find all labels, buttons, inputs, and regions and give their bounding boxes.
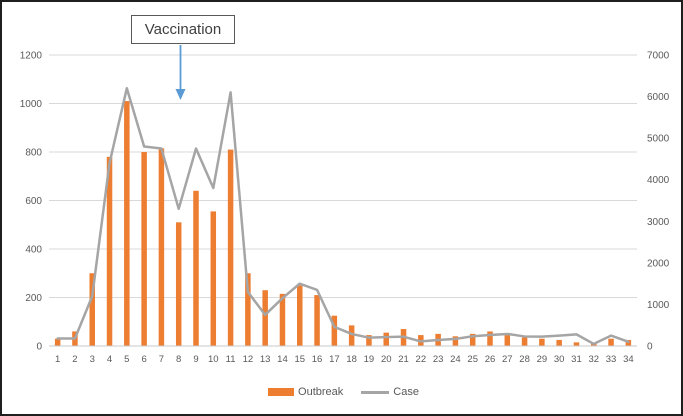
outbreak-bar (348, 325, 355, 346)
outbreak-bar (210, 211, 217, 346)
x-axis-category-label: 4 (107, 354, 112, 365)
outbreak-bar (469, 333, 476, 346)
legend-item-case: Case (361, 385, 419, 398)
right-axis-tick-label: 0 (647, 342, 653, 353)
case-line-swatch-icon (361, 390, 390, 394)
x-axis-category-label: 21 (398, 354, 409, 365)
x-axis-category-label: 32 (588, 354, 599, 365)
right-axis-tick-label: 5000 (647, 134, 670, 145)
legend-item-outbreak: Outbreak (268, 385, 344, 398)
outbreak-bar (227, 149, 234, 346)
outbreak-bar (89, 273, 95, 346)
legend-label-outbreak: Outbreak (298, 385, 344, 398)
x-axis-category-label: 14 (277, 354, 288, 365)
x-axis-category-label: 24 (450, 354, 461, 365)
left-axis-tick-label: 800 (25, 148, 42, 159)
outbreak-bar (383, 332, 389, 346)
outbreak-bar (54, 338, 61, 346)
x-axis-category-label: 10 (208, 354, 219, 365)
right-axis-tick-label: 6000 (647, 92, 670, 103)
outbreak-bar (452, 336, 459, 346)
outbreak-bar-swatch-icon (268, 388, 295, 396)
outbreak-bar (331, 315, 338, 346)
vaccination-arrow-icon (175, 45, 186, 100)
case-line (56, 87, 630, 346)
x-axis-category-label: 1 (55, 354, 60, 365)
x-axis-category-label: 8 (176, 354, 181, 365)
x-axis-category-label: 27 (502, 354, 513, 365)
outbreak-bar (245, 273, 251, 346)
right-axis-tick-label: 7000 (647, 51, 670, 62)
outbreak-bar (262, 290, 268, 346)
x-axis-category-label: 16 (312, 354, 323, 365)
x-axis-category-label: 34 (623, 354, 634, 365)
left-axis-tick-label: 600 (25, 196, 42, 207)
left-axis-tick-label: 1200 (20, 51, 43, 62)
left-axis-tick-label: 200 (25, 293, 42, 304)
x-axis-category-label: 19 (364, 354, 375, 365)
outbreak-bar (106, 156, 113, 346)
outbreak-bar (556, 339, 562, 346)
outbreak-bar (573, 342, 580, 346)
outbreak-bar (608, 338, 614, 346)
x-axis-category-label: 29 (537, 354, 548, 365)
outbreak-bar (175, 222, 182, 346)
x-axis-category-label: 7 (159, 354, 164, 365)
outbreak-bar (539, 338, 545, 346)
x-axis-category-label: 3 (90, 354, 95, 365)
x-axis-category-label: 31 (571, 354, 582, 365)
x-axis-category-label: 9 (193, 354, 198, 365)
x-axis-category-label: 28 (519, 354, 530, 365)
left-axis-tick-label: 400 (25, 245, 42, 256)
x-axis-category-label: 25 (467, 354, 478, 365)
outbreak-bar (124, 101, 130, 346)
x-axis-category-label: 2 (72, 354, 77, 365)
x-axis-category-label: 20 (381, 354, 392, 365)
left-axis-tick-label: 1000 (20, 99, 43, 110)
outbreak-bar (141, 152, 147, 346)
x-axis-category-label: 26 (485, 354, 496, 365)
outbreak-bar (487, 331, 493, 346)
right-axis-tick-label: 1000 (647, 300, 670, 311)
outbreak-bar (297, 285, 303, 346)
outbreak-bar (158, 148, 165, 346)
x-axis-category-label: 5 (124, 354, 129, 365)
x-axis-category-label: 23 (433, 354, 444, 365)
x-axis-category-label: 33 (606, 354, 617, 365)
outbreak-bar (314, 295, 320, 346)
x-axis-category-label: 18 (346, 354, 357, 365)
x-axis-category-label: 6 (141, 354, 146, 365)
vaccination-annotation-label: Vaccination (144, 21, 222, 38)
left-axis-tick-label: 0 (36, 342, 42, 353)
outbreak-bar (193, 190, 199, 346)
x-axis-category-label: 17 (329, 354, 340, 365)
right-axis-tick-label: 4000 (647, 175, 670, 186)
chart-legend: Outbreak Case (2, 383, 681, 401)
vaccination-annotation-box: Vaccination (131, 15, 235, 44)
x-axis-category-label: 22 (416, 354, 427, 365)
x-axis-category-label: 11 (226, 354, 236, 365)
outbreak-bar (504, 335, 511, 346)
outbreak-bar (279, 293, 286, 346)
x-axis-category-label: 15 (294, 354, 305, 365)
x-axis-category-label: 12 (243, 354, 254, 365)
outbreak-bar (521, 337, 528, 346)
x-axis-category-label: 13 (260, 354, 271, 365)
outbreak-bar (366, 335, 372, 346)
right-axis-tick-label: 3000 (647, 217, 670, 228)
legend-label-case: Case (393, 385, 419, 398)
x-axis-category-label: 30 (554, 354, 565, 365)
right-axis-tick-label: 2000 (647, 258, 670, 269)
